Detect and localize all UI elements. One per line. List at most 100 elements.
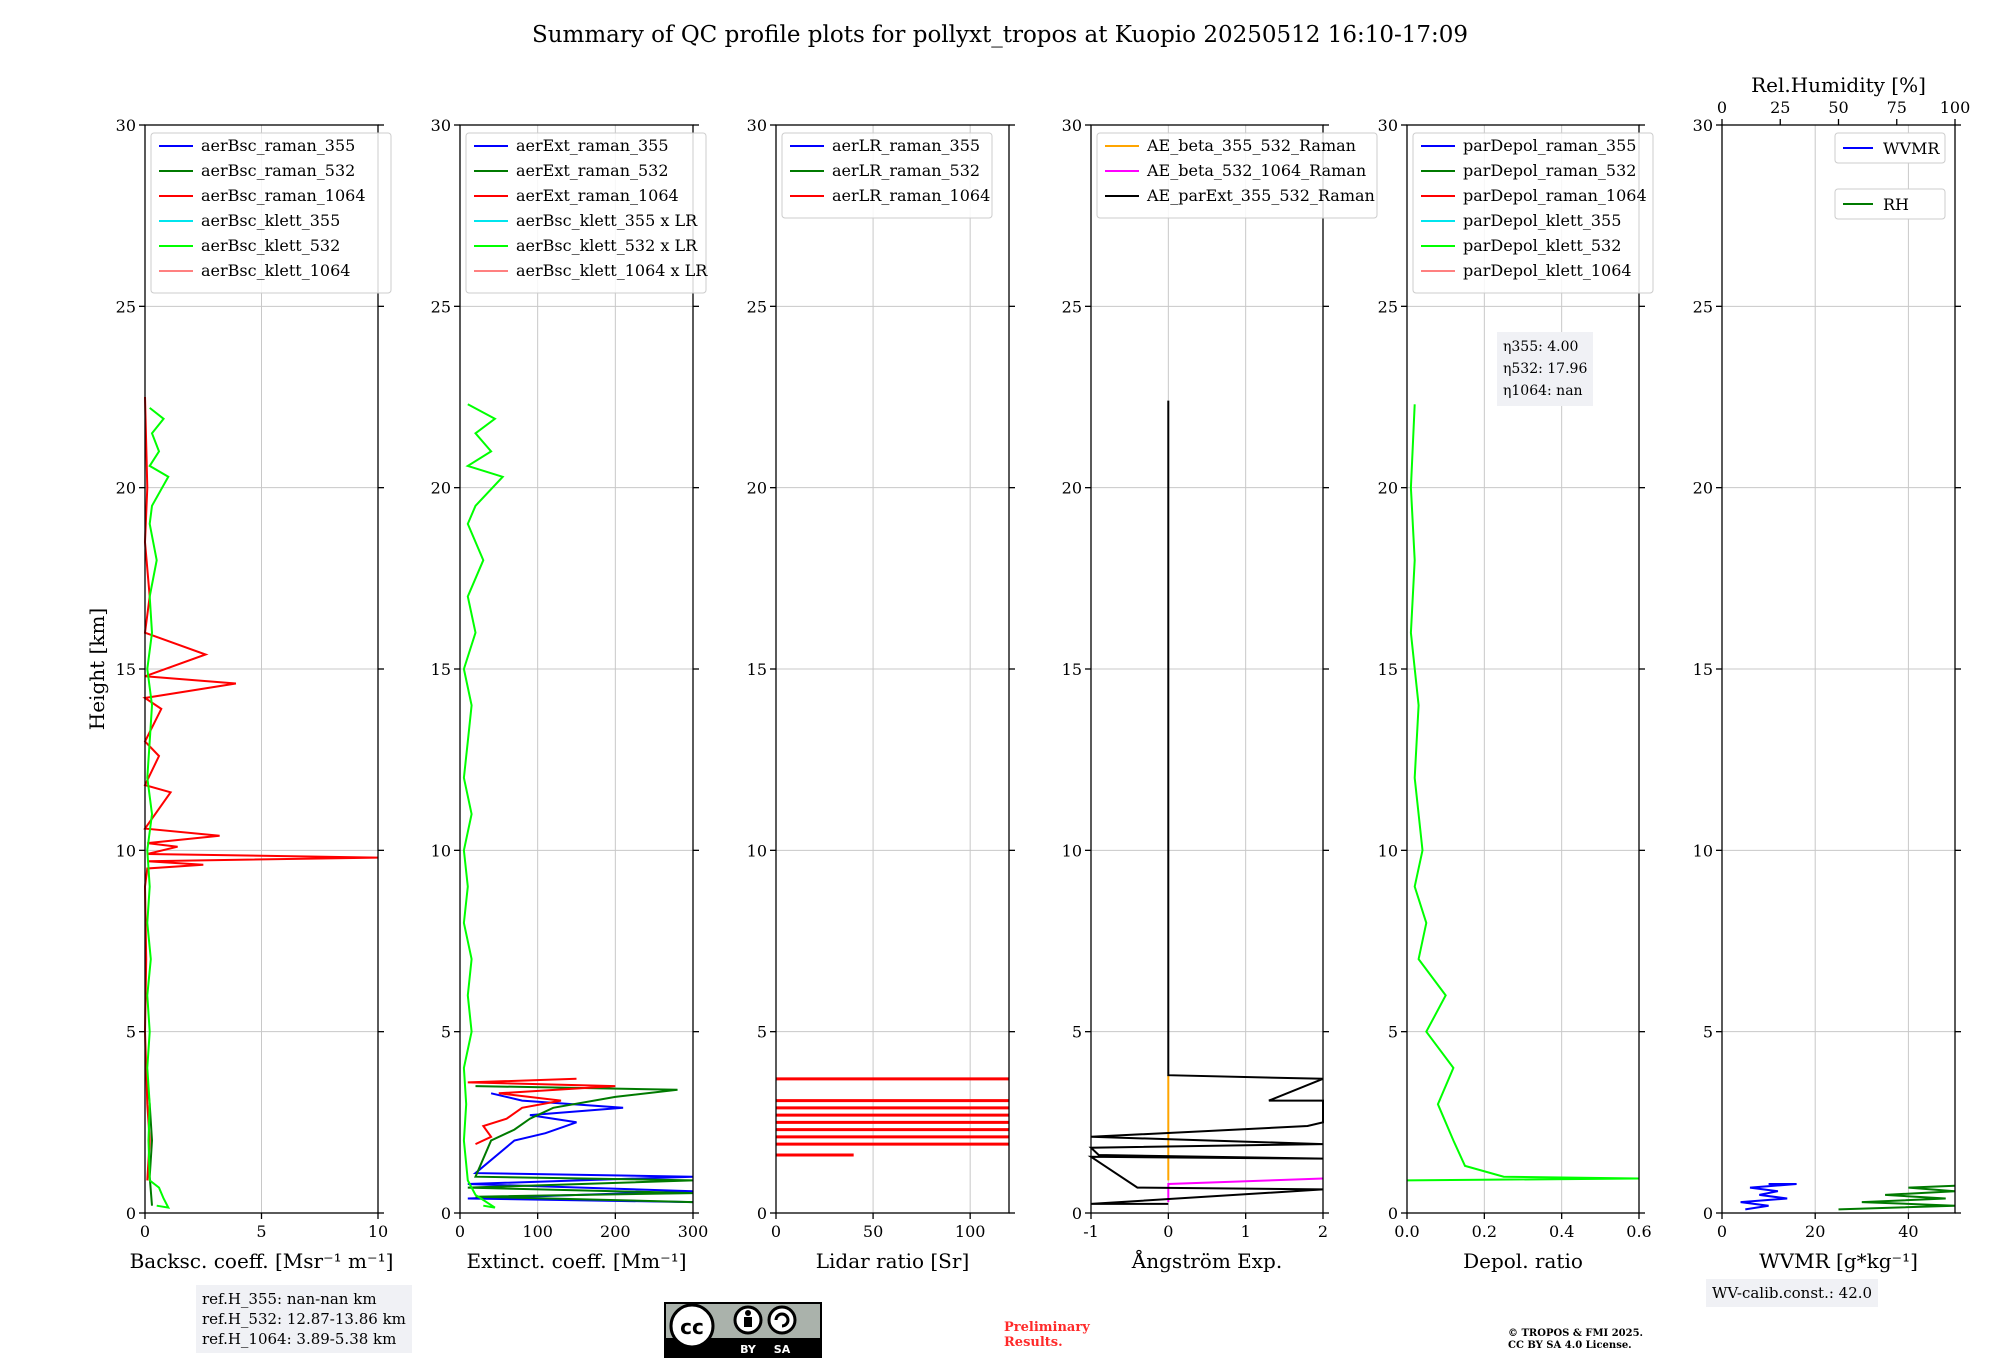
y-tick-label: 25 [431,297,451,316]
x-tick-label: 5 [256,1222,266,1241]
preliminary-line-1: Preliminary [1004,1320,1090,1335]
y-tick-label: 15 [747,660,767,679]
legend-label: aerBsc_klett_532 [201,236,340,255]
y-tick-label: 0 [757,1204,767,1223]
x2-tick-label: 50 [1828,98,1848,117]
y-tick-label: 5 [1388,1023,1398,1042]
eta-1064: η1064: nan [1503,383,1583,399]
y-tick-label: 0 [441,1204,451,1223]
legend-label: AE_beta_532_1064_Raman [1146,161,1366,180]
legend-label: parDepol_klett_532 [1463,236,1621,255]
series-line [467,1077,616,1146]
legend-label: parDepol_klett_1064 [1463,261,1632,280]
x-tick-label: 1 [1241,1222,1251,1241]
x2-tick-label: 0 [1717,98,1727,117]
y-tick-label: 30 [1062,116,1082,135]
y-tick-label: 25 [1693,297,1713,316]
eta-355: η355: 4.00 [1503,339,1579,355]
legend-label: AE_parExt_355_532_Raman [1146,186,1375,205]
legend-label: aerExt_raman_355 [516,136,669,155]
cc-by-label: BY [740,1343,757,1356]
ref-height-1064: ref.H_1064: 3.89-5.38 km [202,1330,397,1348]
x-tick-label: 0 [140,1222,150,1241]
legend-box [150,132,392,294]
legend-label: parDepol_raman_1064 [1463,186,1647,205]
series-line [146,407,171,1209]
copyright-note: © TROPOS & FMI 2025. CC BY SA 4.0 Licens… [1508,1328,1643,1352]
copyright-line-1: © TROPOS & FMI 2025. [1508,1328,1644,1339]
x2-tick-label: 100 [1940,98,1971,117]
y-tick-label: 15 [431,660,451,679]
series-line [1167,1177,1324,1203]
y-tick-label: 20 [747,479,767,498]
legend-box [1096,132,1378,219]
y-tick-label: 0 [126,1204,136,1223]
y-tick-label: 15 [116,660,136,679]
x-tick-label: 10 [368,1222,388,1241]
x-axis-label: Extinct. coeff. [Mm⁻¹] [466,1249,686,1273]
series-line [1406,404,1640,1182]
y-tick-label: 10 [1693,841,1713,860]
y-tick-label: 5 [441,1023,451,1042]
y-tick-label: 30 [747,116,767,135]
legend-label: aerBsc_klett_355 x LR [516,211,698,230]
x-tick-label: 20 [1805,1222,1825,1241]
y-tick-label: 10 [116,841,136,860]
x-tick-label: 2 [1318,1222,1328,1241]
x-tick-label: 0.4 [1549,1222,1574,1241]
x-tick-label: 40 [1898,1222,1918,1241]
y-tick-label: 25 [1378,297,1398,316]
x2-tick-label: 25 [1770,98,1790,117]
series-line [1087,400,1324,1205]
legend-label: aerBsc_raman_355 [201,136,355,155]
legend-label: RH [1883,195,1909,214]
panel-5: 0.0 0.2 0.4 0.6 0 5 10 15 20 25 30 Depol. ratio parD… [1378,116,1654,1273]
svg-text:cc: cc [680,1315,704,1339]
legend-label: aerBsc_klett_1064 [201,261,350,280]
preliminary-line-2: Results. [1004,1335,1063,1350]
y-tick-label: 5 [1072,1023,1082,1042]
x-tick-label: 0 [1163,1222,1173,1241]
legend-label: parDepol_raman_355 [1463,136,1636,155]
x-tick-label: 0 [1717,1222,1727,1241]
legend-label: aerBsc_klett_1064 x LR [516,261,708,280]
wv-calib-box: WV-calib.const.: 42.0 [1706,1279,1879,1307]
series-line [462,403,505,1209]
y-tick-label: 5 [126,1023,136,1042]
y-tick-label: 20 [116,479,136,498]
y-tick-label: 10 [1378,841,1398,860]
y-tick-label: 10 [431,841,451,860]
y-tick-label: 0 [1388,1204,1398,1223]
y-tick-label: 20 [1378,479,1398,498]
x-axis-label: Lidar ratio [Sr] [816,1249,970,1273]
legend-box [781,132,993,219]
eta-box: η355: 4.00 η532: 17.96 η1064: nan [1497,332,1594,406]
legend-label: aerLR_raman_1064 [832,186,990,205]
y-tick-label: 25 [747,297,767,316]
x-tick-label: -1 [1083,1222,1099,1241]
series-line [1838,1184,1956,1211]
y-tick-label: 15 [1378,660,1398,679]
legend-box [1412,132,1654,294]
x-axis-label: WVMR [g*kg⁻¹] [1759,1249,1918,1273]
y-tick-label: 30 [431,116,451,135]
x-tick-label: 0.6 [1626,1222,1651,1241]
panel-1: 0 5 10 0 5 10 15 20 25 30 Backsc. coeff. [Msr⁻¹ m⁻… [116,116,394,1273]
y-tick-label: 5 [757,1023,767,1042]
legend-label: AE_beta_355_532_Raman [1146,136,1356,155]
panel-2: 0 100 200 300 0 5 10 15 20 25 30 Extinct. coeff. [M… [431,116,709,1273]
y-tick-label: 25 [116,297,136,316]
y-tick-label: 0 [1703,1204,1713,1223]
legend-label: WVMR [1883,139,1940,158]
x-axis-label: Backsc. coeff. [Msr⁻¹ m⁻¹] [130,1249,394,1273]
x-axis-label: Ångström Exp. [1131,1248,1282,1273]
legend-label: aerBsc_raman_532 [201,161,355,180]
x-tick-label: 300 [678,1222,709,1241]
x-tick-label: 200 [600,1222,631,1241]
y-tick-label: 15 [1693,660,1713,679]
cc-license-logo: cc BY SA [664,1302,822,1358]
x-tick-label: 100 [522,1222,553,1241]
legend-label: aerExt_raman_532 [516,161,669,180]
legend-label: parDepol_raman_532 [1463,161,1636,180]
